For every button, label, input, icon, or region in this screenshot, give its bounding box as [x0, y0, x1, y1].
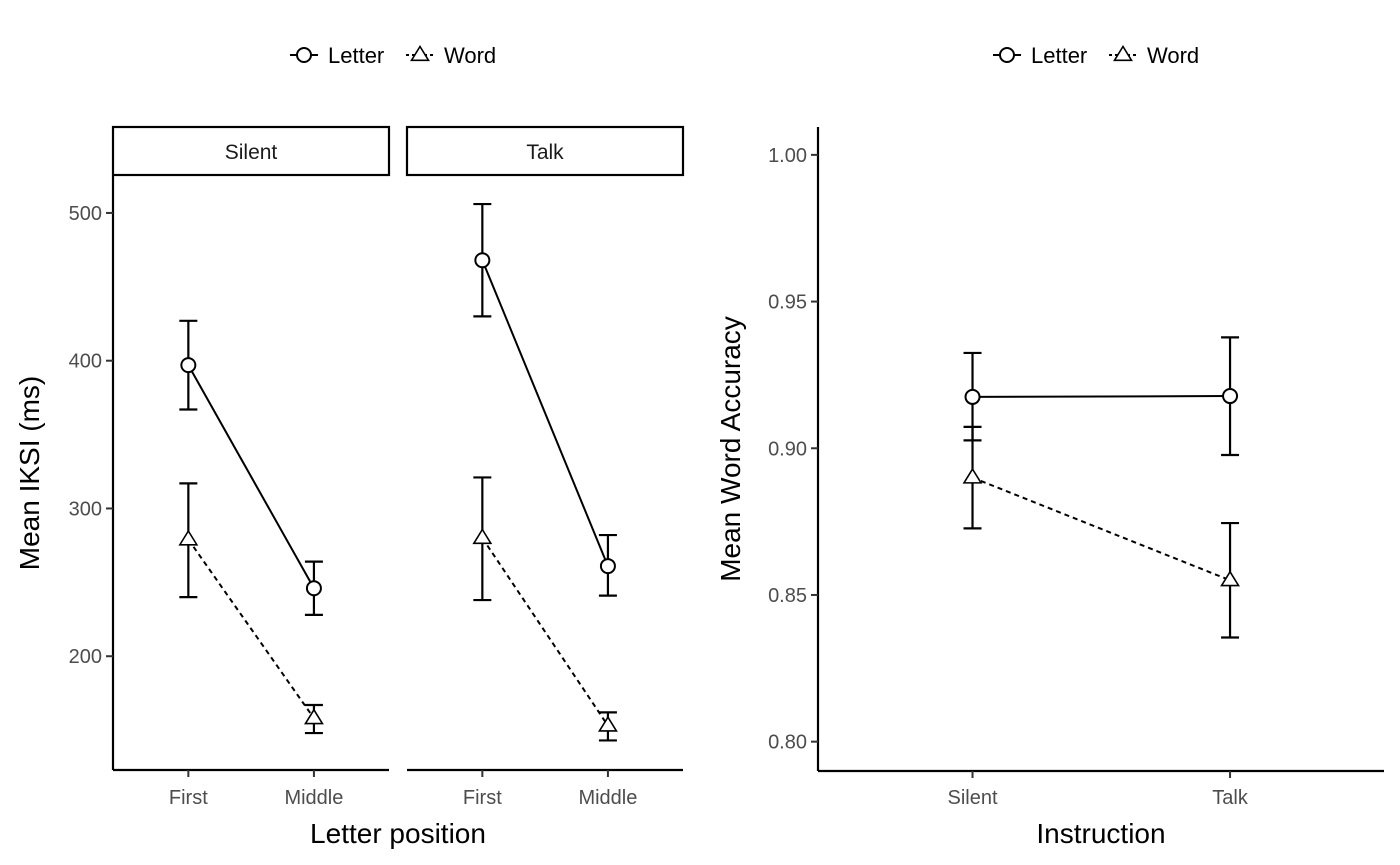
iksi-series-line-word-silent [187, 538, 315, 719]
iksi-point-word-talk-first [472, 527, 493, 545]
accuracy-chart: Letter Word 0.80 0.85 0.90 0.95 1.00 Silent Talk… [715, 43, 1384, 849]
iksi-point-letter-silent-middle [305, 580, 322, 597]
iksi-point-word-silent-first [178, 529, 199, 546]
accuracy-y-tick-label-0-90: 0.90 [768, 438, 807, 460]
accuracy-point-letter-silent [964, 388, 981, 405]
iksi-series-line-letter-talk [481, 259, 609, 567]
iksi-strip-label-talk: Talk [526, 141, 564, 164]
iksi-point-letter-talk-first [474, 252, 491, 269]
iksi-x-tick-label-talk-middle: Middle [578, 787, 637, 809]
iksi-legend: Letter Word [290, 43, 496, 68]
accuracy-y-tick-label-1-00: 1.00 [768, 145, 807, 167]
iksi-x-axis-title: Letter position [310, 818, 486, 849]
iksi-strip-silent [111, 125, 391, 177]
accuracy-point-word-silent [962, 467, 983, 484]
accuracy-point-letter-talk [1222, 388, 1239, 405]
iksi-point-word-talk-middle [597, 715, 618, 732]
iksi-legend-label-word: Word [444, 43, 496, 68]
iksi-facet-talk: Talk First Middle [405, 125, 685, 809]
iksi-y-tick-label-200: 200 [69, 646, 102, 668]
iksi-legend-key-marker-letter [296, 47, 312, 63]
accuracy-x-axis-title: Instruction [1036, 818, 1165, 849]
iksi-y-tick-label-300: 300 [69, 498, 102, 520]
accuracy-series-line-word [972, 476, 1231, 582]
accuracy-series-line-letter [972, 395, 1231, 398]
iksi-panel-chart: Letter Word Silent First Middle 200 300 400 500 T… [14, 43, 685, 849]
iksi-strip-label-silent: Silent [225, 141, 278, 164]
accuracy-x-tick-label-silent: Silent [948, 787, 998, 809]
iksi-y-axis-title: Mean IKSI (ms) [14, 376, 45, 570]
accuracy-legend: Letter Word [993, 43, 1199, 68]
accuracy-point-word-talk [1220, 570, 1240, 587]
iksi-x-tick-label-silent-middle: Middle [284, 787, 343, 809]
iksi-point-word-silent-middle [303, 708, 324, 725]
iksi-y-tick-label-500: 500 [69, 203, 102, 225]
accuracy-y-tick-label-0-85: 0.85 [768, 585, 807, 607]
iksi-point-letter-silent-first [180, 357, 197, 374]
iksi-series-line-word-talk [481, 537, 609, 727]
accuracy-legend-key-marker-word [1113, 44, 1133, 62]
accuracy-legend-label-word: Word [1147, 43, 1199, 68]
iksi-x-tick-label-talk-first: First [463, 787, 502, 809]
iksi-strip-talk [405, 125, 685, 177]
iksi-legend-key-marker-word [410, 44, 430, 62]
accuracy-y-tick-label-0-80: 0.80 [768, 732, 807, 754]
iksi-facet-silent: Silent First Middle 200 300 400 500 [69, 125, 391, 809]
accuracy-y-tick-label-0-95: 0.95 [768, 292, 807, 314]
accuracy-legend-label-letter: Letter [1031, 43, 1087, 68]
iksi-series-line-letter-silent [187, 364, 315, 589]
accuracy-x-tick-label-talk: Talk [1212, 787, 1249, 809]
accuracy-legend-key-marker-letter [999, 47, 1015, 63]
iksi-y-tick-label-400: 400 [69, 351, 102, 373]
accuracy-y-axis-title: Mean Word Accuracy [715, 316, 746, 582]
iksi-point-letter-talk-middle [599, 558, 616, 575]
iksi-legend-label-letter: Letter [328, 43, 384, 68]
iksi-x-tick-label-silent-first: First [169, 787, 208, 809]
